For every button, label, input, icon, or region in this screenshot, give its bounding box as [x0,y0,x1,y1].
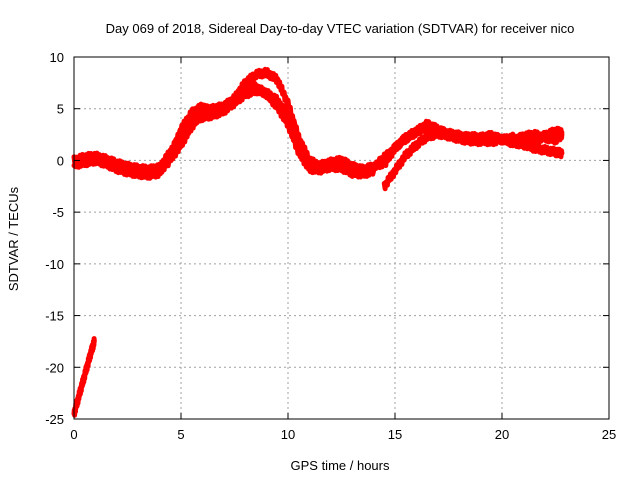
chart-title: Day 069 of 2018, Sidereal Day-to-day VTE… [106,21,575,36]
x-axis-ticks: 0 5 10 15 20 25 [70,57,616,442]
x-tick-label: 25 [602,427,616,442]
x-tick-label: 0 [70,427,77,442]
x-tick-label: 15 [388,427,402,442]
x-tick-label: 20 [495,427,509,442]
x-axis-label: GPS time / hours [291,458,390,473]
y-tick-label: -5 [52,205,64,220]
y-tick-label: -25 [45,412,64,427]
x-tick-label: 5 [177,427,184,442]
series-group [71,66,565,418]
y-axis-ticks: 10 5 0 -5 -10 -15 -20 -25 [45,50,609,427]
y-tick-label: 0 [57,153,64,168]
x-tick-label: 10 [281,427,295,442]
y-tick-label: -20 [45,360,64,375]
series-line-arc-c [165,66,323,172]
plot-frame [73,56,610,420]
y-tick-label: -15 [45,309,64,324]
y-tick-label: 10 [50,50,64,65]
series-line-early-drop [71,336,97,418]
y-axis-label: SDTVAR / TECUs [6,186,21,291]
y-tick-label: -10 [45,257,64,272]
y-tick-label: 5 [57,102,64,117]
series-line-arc-f [375,120,565,168]
